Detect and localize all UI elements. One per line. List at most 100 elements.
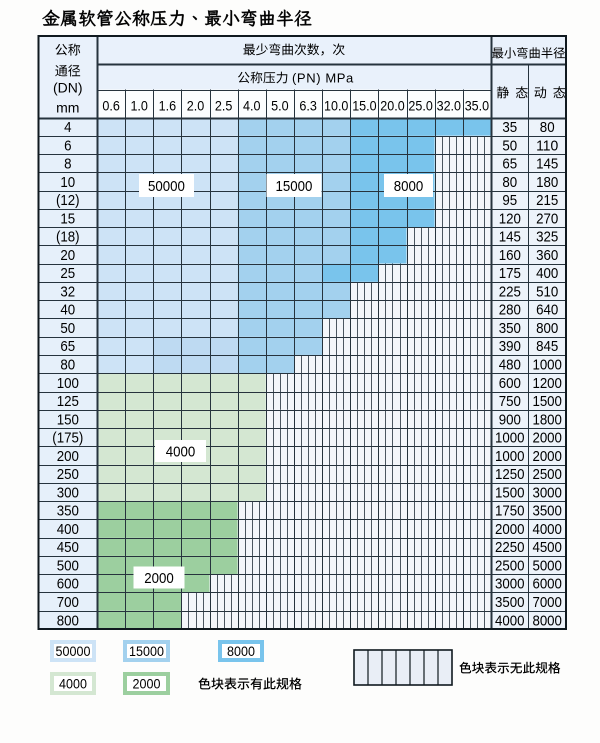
svg-text:7000: 7000 [532, 595, 562, 611]
svg-text:15.0: 15.0 [352, 99, 377, 114]
svg-text:5.0: 5.0 [271, 99, 289, 114]
svg-text:(DN): (DN) [53, 80, 83, 96]
svg-text:8000: 8000 [394, 179, 424, 195]
svg-text:15: 15 [60, 211, 75, 227]
svg-text:4000: 4000 [532, 522, 562, 538]
svg-text:175: 175 [499, 266, 521, 282]
svg-text:1200: 1200 [532, 376, 562, 392]
svg-text:180: 180 [536, 175, 558, 191]
svg-text:50000: 50000 [148, 179, 185, 195]
svg-text:40: 40 [60, 303, 75, 319]
svg-text:2000: 2000 [144, 571, 174, 587]
svg-text:15000: 15000 [276, 179, 313, 195]
svg-text:6000: 6000 [532, 577, 562, 593]
svg-text:500: 500 [57, 559, 79, 575]
svg-text:215: 215 [536, 193, 558, 209]
svg-text:390: 390 [499, 339, 521, 355]
svg-text:270: 270 [536, 211, 558, 227]
svg-text:900: 900 [499, 412, 521, 428]
svg-text:4000: 4000 [166, 444, 196, 460]
svg-text:3000: 3000 [532, 485, 562, 501]
svg-text:360: 360 [536, 248, 558, 264]
svg-text:480: 480 [499, 358, 521, 374]
svg-text:8000: 8000 [227, 644, 255, 659]
svg-text:4: 4 [64, 120, 71, 136]
svg-text:25: 25 [60, 266, 75, 282]
svg-text:2000: 2000 [532, 449, 562, 465]
svg-text:32: 32 [60, 284, 75, 300]
svg-text:15000: 15000 [129, 644, 164, 659]
svg-text:3000: 3000 [495, 577, 525, 593]
svg-text:4000: 4000 [495, 613, 525, 629]
svg-text:110: 110 [536, 138, 558, 154]
svg-text:1250: 1250 [495, 467, 525, 483]
svg-text:400: 400 [536, 266, 558, 282]
svg-text:800: 800 [57, 613, 79, 629]
svg-text:35: 35 [502, 120, 517, 136]
svg-text:20.0: 20.0 [380, 99, 405, 114]
svg-text:80: 80 [60, 358, 75, 374]
svg-text:510: 510 [536, 284, 558, 300]
svg-text:800: 800 [536, 321, 558, 337]
svg-text:2000: 2000 [532, 431, 562, 447]
svg-text:150: 150 [57, 412, 79, 428]
svg-text:8000: 8000 [532, 613, 562, 629]
svg-text:100: 100 [57, 376, 79, 392]
svg-text:145: 145 [499, 230, 521, 246]
svg-text:6.3: 6.3 [299, 99, 317, 114]
svg-text:(175): (175) [52, 431, 83, 447]
svg-text:1000: 1000 [495, 449, 525, 465]
svg-text:300: 300 [57, 485, 79, 501]
svg-text:2000: 2000 [495, 522, 525, 538]
svg-text:(12): (12) [56, 193, 80, 209]
svg-text:80: 80 [540, 120, 555, 136]
svg-text:3500: 3500 [532, 504, 562, 520]
svg-text:2500: 2500 [495, 559, 525, 575]
svg-text:125: 125 [57, 394, 79, 410]
svg-text:50: 50 [502, 138, 517, 154]
svg-text:225: 225 [499, 284, 521, 300]
svg-text:20: 20 [60, 248, 75, 264]
svg-text:8: 8 [64, 157, 71, 173]
svg-text:25.0: 25.0 [408, 99, 433, 114]
svg-text:1800: 1800 [532, 412, 562, 428]
svg-text:1500: 1500 [532, 394, 562, 410]
svg-text:400: 400 [57, 522, 79, 538]
svg-text:1.0: 1.0 [130, 99, 148, 114]
svg-text:200: 200 [57, 449, 79, 465]
svg-text:450: 450 [57, 540, 79, 556]
svg-text:4000: 4000 [59, 677, 87, 692]
svg-text:250: 250 [57, 467, 79, 483]
svg-text:80: 80 [502, 175, 517, 191]
svg-text:160: 160 [499, 248, 521, 264]
svg-text:65: 65 [60, 339, 75, 355]
svg-text:5000: 5000 [532, 559, 562, 575]
svg-text:600: 600 [57, 577, 79, 593]
svg-text:3500: 3500 [495, 595, 525, 611]
svg-text:65: 65 [502, 157, 517, 173]
svg-text:1500: 1500 [495, 485, 525, 501]
svg-text:4.0: 4.0 [243, 99, 261, 114]
svg-text:50: 50 [60, 321, 75, 337]
svg-text:4500: 4500 [532, 540, 562, 556]
svg-text:1.6: 1.6 [159, 99, 177, 114]
svg-text:50000: 50000 [56, 644, 91, 659]
svg-text:2500: 2500 [532, 467, 562, 483]
svg-text:1000: 1000 [532, 358, 562, 374]
svg-text:700: 700 [57, 595, 79, 611]
svg-text:2.5: 2.5 [215, 99, 233, 114]
svg-text:10: 10 [60, 175, 75, 191]
svg-text:mm: mm [56, 100, 79, 116]
svg-text:2000: 2000 [133, 677, 161, 692]
svg-text:6: 6 [64, 138, 71, 154]
svg-text:350: 350 [499, 321, 521, 337]
svg-text:(PN) MPa: (PN) MPa [292, 70, 354, 85]
svg-text:10.0: 10.0 [324, 99, 349, 114]
svg-text:(18): (18) [56, 230, 80, 246]
svg-text:35.0: 35.0 [465, 99, 490, 114]
svg-text:95: 95 [502, 193, 517, 209]
svg-text:1000: 1000 [495, 431, 525, 447]
svg-text:350: 350 [57, 504, 79, 520]
svg-text:1750: 1750 [495, 504, 525, 520]
svg-text:325: 325 [536, 230, 558, 246]
